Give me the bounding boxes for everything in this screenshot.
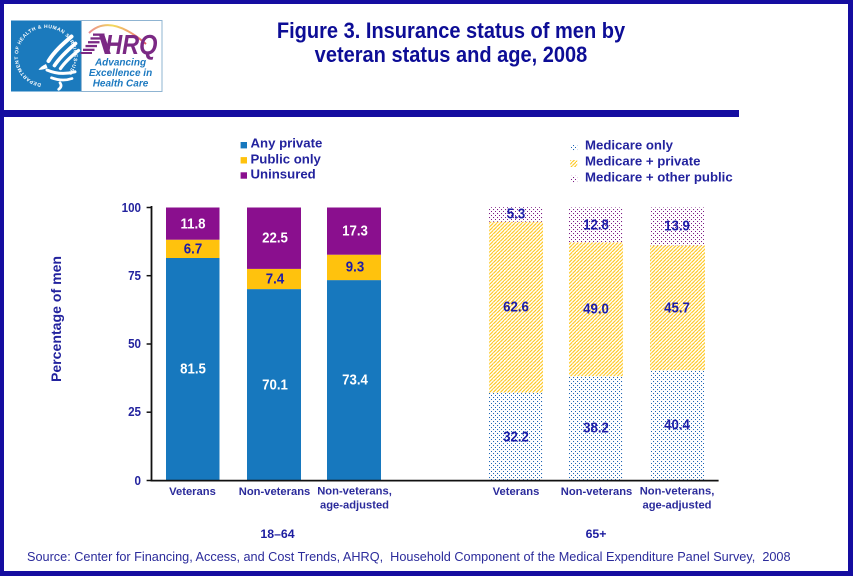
svg-text:Health Care: Health Care: [93, 79, 149, 90]
svg-text:Advancing: Advancing: [94, 57, 146, 68]
svg-text:HRQ: HRQ: [105, 30, 157, 60]
svg-text:Excellence in: Excellence in: [89, 68, 152, 79]
